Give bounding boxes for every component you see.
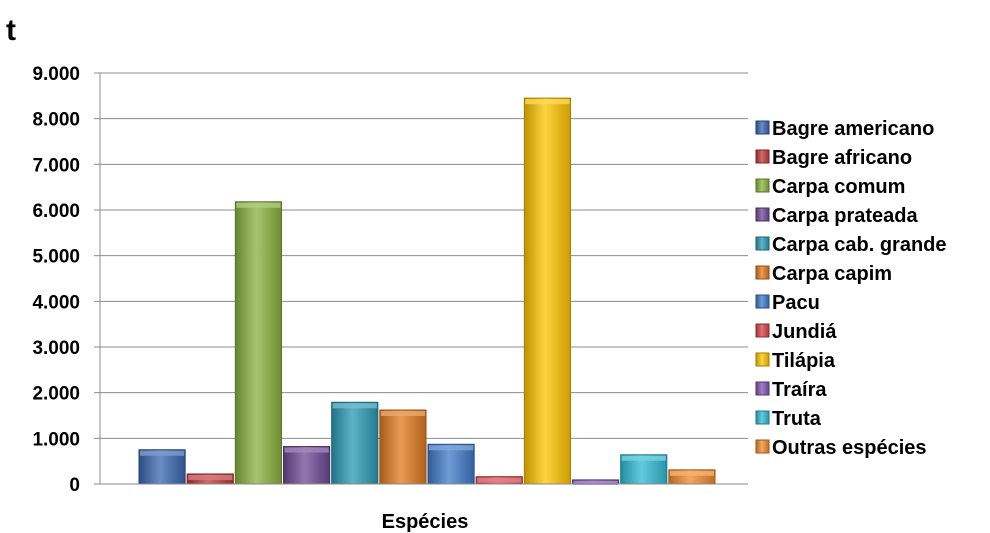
- legend-label: Carpa comum: [772, 176, 905, 198]
- y-tick-label: 8.000: [32, 110, 80, 131]
- legend-item: Truta: [755, 408, 822, 430]
- y-tick-label: 0: [69, 475, 80, 496]
- legend-swatch: [755, 294, 770, 309]
- y-tick-label: 3.000: [32, 338, 80, 359]
- bar-jundi-: [475, 476, 523, 485]
- legend-swatch: [755, 207, 770, 222]
- legend-swatch: [755, 410, 770, 425]
- legend-swatch: [755, 120, 770, 135]
- legend-label: Truta: [772, 408, 822, 430]
- legend-item: Carpa cab. grande: [755, 234, 947, 256]
- legend-item: Outras espécies: [755, 437, 927, 459]
- legend: Bagre americano Bagre africano Carpa comum…: [755, 118, 947, 459]
- legend-swatch: [755, 149, 770, 164]
- legend-swatch: [755, 178, 770, 193]
- bar-bagre-americano: [138, 449, 186, 485]
- legend-swatch: [755, 439, 770, 454]
- legend-label: Carpa cab. grande: [772, 234, 947, 256]
- y-axis-unit-label: t: [6, 14, 16, 47]
- y-tick-label: 1.000: [32, 429, 80, 450]
- legend-label: Tilápia: [772, 350, 836, 372]
- bar-pacu: [427, 443, 475, 485]
- legend-swatch: [755, 381, 770, 396]
- legend-item: Traíra: [755, 379, 827, 401]
- bar-truta: [620, 454, 668, 485]
- legend-label: Carpa capim: [772, 263, 892, 285]
- bars: [138, 97, 716, 485]
- y-tick-label: 5.000: [32, 247, 80, 268]
- legend-label: Pacu: [772, 292, 820, 314]
- legend-item: Tilápia: [755, 350, 836, 372]
- legend-swatch: [755, 236, 770, 251]
- legend-item: Bagre africano: [755, 147, 912, 169]
- legend-item: Carpa capim: [755, 263, 892, 285]
- gridlines: [100, 72, 748, 439]
- y-tick-label: 6.000: [32, 201, 80, 222]
- legend-item: Pacu: [755, 292, 820, 314]
- y-tick-label: 4.000: [32, 292, 80, 313]
- legend-item: Jundiá: [755, 321, 837, 343]
- y-axis-ticks: 0 1.000 2.000 3.000 4.000 5.000 6.000 7.000 8.00…: [32, 64, 101, 496]
- legend-item: Bagre americano: [755, 118, 934, 140]
- legend-swatch: [755, 352, 770, 367]
- legend-label: Traíra: [772, 379, 827, 401]
- legend-label: Carpa prateada: [772, 205, 918, 227]
- bar-carpa-comum: [234, 201, 282, 485]
- legend-swatch: [755, 265, 770, 280]
- bar-outras-esp-cies: [668, 469, 716, 485]
- y-tick-label: 2.000: [32, 384, 80, 405]
- legend-label: Bagre africano: [772, 147, 912, 169]
- bar-carpa-prateada: [283, 446, 331, 485]
- legend-item: Carpa comum: [755, 176, 905, 198]
- x-axis-label: Espécies: [382, 511, 469, 533]
- bar-carpa-cab-grande: [331, 401, 379, 485]
- legend-item: Carpa prateada: [755, 205, 918, 227]
- legend-label: Bagre americano: [772, 118, 934, 140]
- legend-label: Outras espécies: [772, 437, 927, 459]
- legend-label: Jundiá: [772, 321, 837, 343]
- bar-til-pia: [523, 97, 571, 485]
- y-tick-label: 7.000: [32, 155, 80, 176]
- bar-carpa-capim: [379, 409, 427, 485]
- bar-bagre-africano: [186, 473, 234, 485]
- legend-swatch: [755, 323, 770, 338]
- y-tick-label: 9.000: [32, 64, 80, 85]
